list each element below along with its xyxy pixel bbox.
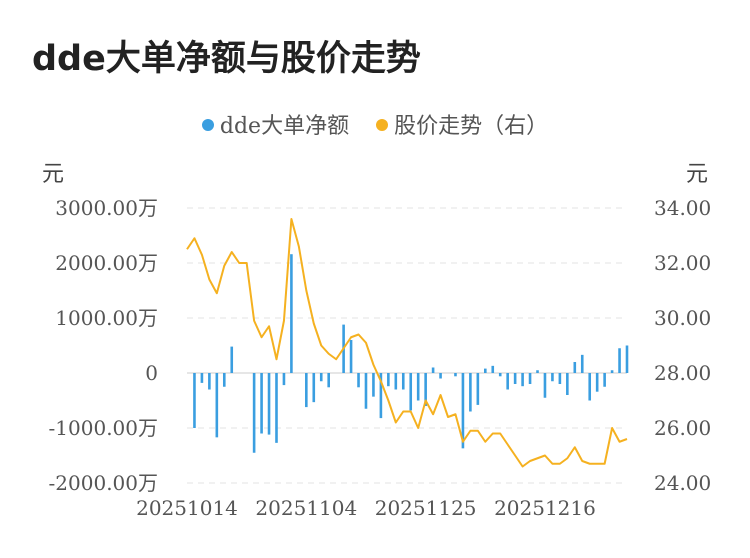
- dde-bar: [573, 362, 577, 373]
- right-axis-tick-labels: 34.00 32.00 30.00 28.00 26.00 24.00: [654, 196, 711, 495]
- dde-bar: [610, 370, 614, 373]
- dde-bar: [215, 373, 219, 438]
- dde-bar: [618, 348, 621, 373]
- dde-bar: [424, 373, 427, 406]
- dde-bar: [491, 365, 495, 373]
- dde-bar: [461, 373, 465, 449]
- dde-bar: [543, 373, 547, 398]
- right-tick-label: 28.00: [654, 361, 711, 385]
- right-axis-unit: 元: [685, 162, 708, 187]
- gridlines: [187, 207, 627, 484]
- dde-bar: [230, 346, 234, 373]
- dde-bar: [319, 373, 323, 382]
- left-tick-label: -2000.00万: [49, 471, 158, 495]
- legend-label-price: 股价走势（右）: [394, 114, 549, 139]
- dde-bar: [394, 373, 398, 390]
- right-tick-label: 30.00: [654, 306, 711, 330]
- left-axis-tick-labels: 3000.00万 2000.00万 1000.00万 0 -1000.00万 -2000.…: [49, 196, 158, 495]
- dde-bar: [513, 373, 517, 384]
- legend-item-dde[interactable]: dde大单净额: [201, 108, 350, 140]
- dde-bar: [409, 373, 413, 411]
- left-tick-label: -1000.00万: [49, 416, 158, 440]
- x-tick-label: 20251125: [375, 496, 477, 520]
- dde-bar: [372, 373, 375, 397]
- dde-bar: [282, 373, 286, 386]
- x-tick-label: 20251216: [494, 496, 596, 520]
- dde-bar-series: [193, 254, 629, 453]
- dde-bar: [379, 373, 383, 419]
- dde-bar: [528, 373, 532, 384]
- dde-bar: [275, 373, 278, 443]
- right-tick-label: 24.00: [654, 471, 711, 495]
- dde-bar: [312, 373, 316, 403]
- dde-bar: [439, 373, 442, 379]
- dde-bar: [476, 373, 480, 405]
- dde-bar: [566, 373, 569, 395]
- left-tick-label: 3000.00万: [55, 196, 158, 220]
- legend-label-dde: dde大单净额: [219, 114, 350, 139]
- dde-bar: [208, 373, 211, 390]
- legend-item-price[interactable]: 股价走势（右）: [376, 108, 548, 140]
- dde-bar: [200, 373, 204, 383]
- legend-marker-dde: [201, 119, 214, 131]
- price-line-series: [186, 218, 628, 468]
- dde-bar: [551, 373, 554, 382]
- left-axis-unit: 元: [42, 162, 65, 187]
- dde-bar: [469, 373, 472, 412]
- dde-bar: [416, 373, 420, 401]
- dde-bar: [595, 373, 599, 392]
- dde-bar: [625, 345, 629, 373]
- dde-bar: [290, 254, 293, 373]
- x-axis-tick-labels: 20251014 20251104 20251125 20251216: [136, 496, 596, 520]
- dde-bar: [357, 373, 360, 388]
- dde-bar: [603, 373, 606, 387]
- left-tick-label: 2000.00万: [55, 251, 158, 275]
- dde-bar: [521, 373, 524, 387]
- right-tick-label: 34.00: [654, 196, 711, 220]
- chart-title: dde大单净额与股价走势: [32, 39, 421, 79]
- dde-bar: [431, 367, 435, 373]
- dde-bar: [498, 373, 502, 377]
- dde-bar: [349, 340, 353, 373]
- dde-bar: [305, 373, 308, 408]
- legend-marker-price: [376, 119, 389, 131]
- dde-bar: [364, 373, 368, 409]
- dde-bar: [454, 373, 457, 377]
- dde-bar: [580, 354, 584, 373]
- x-tick-label: 20251014: [136, 496, 238, 520]
- dde-bar: [327, 373, 330, 388]
- dde-bar: [558, 373, 562, 384]
- left-tick-label: 0: [145, 361, 158, 385]
- left-tick-label: 1000.00万: [55, 306, 158, 330]
- dde-bar: [588, 373, 592, 401]
- chart-legend: dde大单净额 股价走势（右）: [0, 108, 750, 140]
- dde-bar: [536, 370, 539, 373]
- dde-bar: [267, 373, 271, 435]
- dde-bar: [252, 373, 256, 453]
- x-tick-label: 20251104: [255, 496, 357, 520]
- dde-bar: [506, 373, 509, 390]
- dde-bar: [401, 373, 405, 390]
- dde-bar: [387, 373, 390, 387]
- dde-bar: [260, 373, 263, 434]
- dde-bar: [484, 368, 487, 373]
- dde-bar: [222, 373, 226, 387]
- right-tick-label: 32.00: [654, 251, 711, 275]
- dde-bar: [193, 373, 196, 428]
- right-tick-label: 26.00: [654, 416, 711, 440]
